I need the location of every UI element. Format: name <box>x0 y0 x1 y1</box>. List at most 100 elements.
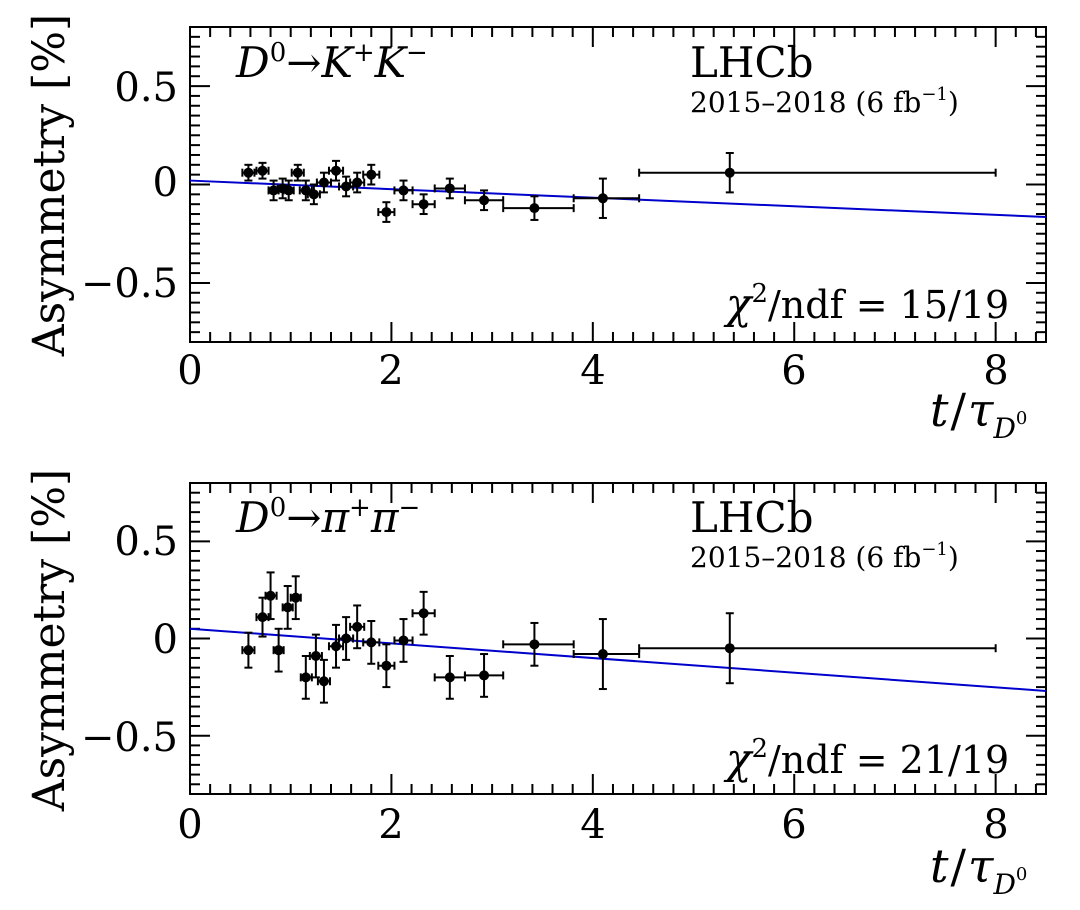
data-point <box>572 618 641 691</box>
data-marker <box>310 650 321 661</box>
x-tick-label: 0 <box>177 802 202 848</box>
data-point <box>290 163 305 182</box>
axis-ticks <box>189 26 1046 343</box>
data-marker <box>398 185 409 196</box>
data-marker <box>243 645 254 656</box>
data-marker <box>724 643 735 654</box>
data-marker <box>282 602 293 613</box>
y-tick-label: −0.5 <box>81 715 178 761</box>
fit-layer <box>189 627 1047 692</box>
x-tick-label: 6 <box>781 348 806 394</box>
data-marker <box>479 670 490 681</box>
points-layer <box>241 152 997 223</box>
data-marker <box>257 612 268 623</box>
data-point <box>393 618 414 663</box>
data-point <box>502 195 575 221</box>
data-marker <box>331 165 342 176</box>
data-marker <box>597 193 608 204</box>
data-point <box>267 179 280 202</box>
data-point <box>282 179 295 202</box>
data-point <box>241 163 256 182</box>
x-axis-label: t/τD0 <box>930 839 1027 901</box>
y-tick-label: 0.5 <box>114 519 178 565</box>
data-point <box>377 643 396 689</box>
x-tick-labels: 0 2 4 6 8 <box>177 802 1008 848</box>
data-marker <box>352 177 363 188</box>
dataset-label: 2015–2018 (6 fb−1) <box>690 539 959 574</box>
data-point <box>276 177 289 200</box>
data-marker <box>265 590 276 601</box>
data-marker <box>398 635 409 646</box>
data-point <box>463 653 505 698</box>
experiment-label: LHCb <box>690 38 814 87</box>
axis-ticks <box>189 482 1046 795</box>
data-point <box>241 631 256 669</box>
data-marker <box>331 641 342 652</box>
data-point <box>638 612 997 685</box>
data-marker <box>418 199 429 210</box>
y-axis-label: Asymmetry [%] <box>24 14 75 357</box>
x-axis-label: t/τD0 <box>930 383 1027 445</box>
x-tick-label: 8 <box>983 802 1008 848</box>
y-axis-label: Asymmetry [%] <box>24 469 75 812</box>
data-point <box>572 177 641 219</box>
data-point <box>255 161 270 180</box>
data-point <box>463 189 505 212</box>
data-point <box>338 175 355 198</box>
y-tick-label: 0 <box>153 617 178 663</box>
data-marker <box>292 167 303 178</box>
x-tick-label: 4 <box>580 348 605 394</box>
data-marker <box>366 637 377 648</box>
points-layer <box>241 571 997 704</box>
data-marker <box>444 672 455 683</box>
data-marker <box>529 203 540 214</box>
data-marker <box>724 167 735 178</box>
x-tick-label: 2 <box>378 348 403 394</box>
data-point <box>411 193 436 216</box>
data-point <box>289 575 302 621</box>
dataset-label: 2015–2018 (6 fb−1) <box>690 84 959 119</box>
panel-pipi: 0.5 0 −0.5 0 2 4 6 8 D0→π+π− LHCb 2015–2… <box>24 469 1047 901</box>
data-marker <box>257 165 268 176</box>
decay-label: D0→π+π− <box>235 493 420 542</box>
x-tick-label: 8 <box>983 348 1008 394</box>
x-tick-label: 6 <box>781 802 806 848</box>
x-tick-label: 0 <box>177 348 202 394</box>
data-marker <box>300 672 311 683</box>
data-marker <box>366 169 377 180</box>
data-marker <box>381 660 392 671</box>
data-marker <box>243 167 254 178</box>
data-point <box>377 201 396 223</box>
x-tick-labels: 0 2 4 6 8 <box>177 348 1008 394</box>
data-point <box>308 633 323 679</box>
y-tick-labels: 0.5 0 −0.5 <box>81 519 178 761</box>
data-point <box>433 654 466 700</box>
data-point <box>316 658 331 704</box>
experiment-label: LHCb <box>690 493 814 542</box>
x-tick-label: 4 <box>580 802 605 848</box>
data-marker <box>529 639 540 650</box>
data-marker <box>352 621 363 632</box>
chi2-label: χ2/ndf = 15/19 <box>723 279 1009 328</box>
decay-label: D0→K+K− <box>235 38 428 87</box>
panel-kk: 0.5 0 −0.5 0 2 4 6 8 D0→K+K− LHCb 2015–2… <box>24 14 1047 445</box>
data-point <box>338 616 355 661</box>
data-marker <box>341 633 352 644</box>
data-point <box>327 159 345 182</box>
data-point <box>411 590 436 636</box>
data-marker <box>318 177 329 188</box>
y-tick-label: 0.5 <box>114 65 178 111</box>
data-marker <box>318 676 329 687</box>
data-point <box>327 623 345 669</box>
data-point <box>349 604 366 650</box>
data-point <box>281 585 294 630</box>
data-point <box>299 654 313 700</box>
x-tick-label: 2 <box>378 802 403 848</box>
data-point <box>298 179 313 202</box>
data-point <box>502 621 575 667</box>
data-marker <box>479 195 490 206</box>
y-tick-labels: 0.5 0 −0.5 <box>81 65 178 307</box>
y-tick-label: 0 <box>153 160 178 206</box>
data-marker <box>418 608 429 619</box>
data-marker <box>283 185 294 196</box>
